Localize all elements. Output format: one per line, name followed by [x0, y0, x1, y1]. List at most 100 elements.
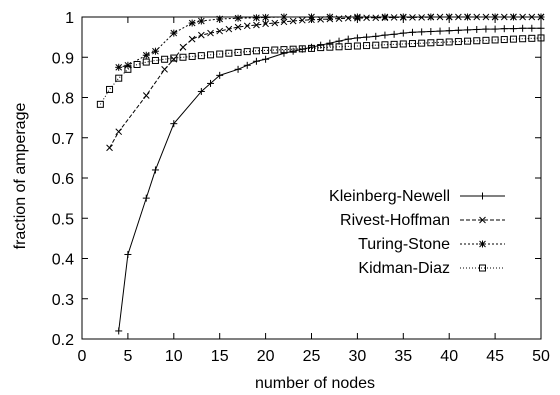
data-point-plus	[262, 55, 270, 63]
data-point-star	[479, 240, 486, 248]
data-point-cross	[188, 35, 196, 43]
data-point-box	[537, 34, 545, 42]
data-point-box	[115, 74, 123, 82]
data-point-cross	[216, 27, 224, 35]
data-point-cross	[280, 18, 288, 26]
y-tick-label: 0.5	[52, 211, 74, 228]
data-point-plus	[115, 327, 123, 335]
data-point-box	[317, 44, 325, 52]
data-point-cross	[363, 14, 370, 22]
x-tick-label: 25	[303, 348, 321, 365]
data-point-cross	[344, 14, 352, 22]
series-line	[109, 16, 541, 149]
data-point-plus	[289, 47, 297, 55]
series-line	[118, 16, 541, 68]
data-point-star	[537, 13, 545, 21]
data-point-box	[170, 54, 178, 62]
data-point-plus	[170, 120, 178, 128]
data-point-star	[399, 13, 407, 21]
x-axis-label: number of nodes	[255, 375, 375, 392]
data-point-box	[479, 264, 486, 272]
data-point-box	[344, 42, 352, 50]
data-point-star	[197, 17, 205, 25]
data-point-plus	[280, 49, 288, 57]
data-point-box	[408, 40, 416, 48]
data-point-cross	[161, 65, 168, 73]
data-point-star	[280, 13, 288, 21]
data-point-plus	[252, 57, 260, 65]
data-point-box	[308, 44, 315, 52]
legend-label: Kidman-Diaz	[358, 260, 450, 277]
data-point-box	[418, 39, 426, 47]
data-point-star	[115, 63, 123, 71]
data-point-plus	[528, 24, 536, 32]
data-point-star	[445, 13, 453, 21]
data-point-plus	[537, 24, 545, 32]
data-point-box	[390, 40, 398, 48]
data-point-plus	[243, 61, 251, 69]
data-point-box	[151, 56, 159, 64]
data-point-plus	[491, 25, 499, 33]
series-layer	[96, 13, 545, 335]
data-point-star	[308, 13, 315, 21]
legend-label: Rivest-Hoffman	[340, 212, 450, 229]
data-point-cross	[298, 16, 306, 24]
data-point-star	[491, 13, 499, 21]
data-point-cross	[436, 13, 444, 21]
data-point-plus	[427, 27, 435, 35]
data-point-plus	[372, 32, 380, 40]
data-point-plus	[390, 30, 398, 38]
data-point-plus	[151, 166, 159, 174]
data-point-cross	[198, 31, 205, 39]
x-tick-label: 10	[165, 348, 183, 365]
data-point-plus	[473, 25, 481, 33]
y-axis-label: fraction of amperage	[12, 103, 29, 250]
y-tick-label: 0.6	[52, 171, 74, 188]
data-point-box	[289, 45, 297, 53]
axis-ticks: 0 5 10 15 20 25 30 35 40 45 50 0.2 0.3 0.4 0.5 0.6 0.7 0.…	[52, 10, 550, 365]
plot-border	[81, 16, 542, 340]
data-point-box	[381, 41, 389, 49]
data-point-cross	[106, 144, 113, 152]
data-point-box	[482, 36, 490, 44]
series-kleinberg-newell	[115, 24, 545, 335]
data-point-plus	[482, 25, 490, 33]
x-tick-label: 50	[532, 348, 550, 365]
series-line	[118, 27, 541, 332]
data-point-box	[427, 39, 435, 47]
data-point-cross	[409, 14, 416, 21]
legend-label: Kleinberg-Newell	[329, 188, 450, 205]
data-point-plus	[326, 39, 334, 47]
series-turing-stone	[115, 13, 545, 71]
data-point-plus	[308, 43, 315, 51]
data-point-plus	[207, 79, 215, 87]
data-point-box	[142, 58, 150, 66]
data-point-cross	[500, 13, 508, 21]
data-point-box	[96, 100, 104, 108]
x-tick-label: 30	[349, 348, 367, 365]
data-point-box	[243, 48, 251, 56]
data-point-box	[271, 46, 279, 54]
data-point-box	[106, 85, 114, 93]
data-point-plus	[464, 26, 472, 34]
data-point-star	[464, 13, 472, 21]
data-point-star	[170, 29, 178, 37]
data-point-plus	[479, 192, 486, 200]
x-tick-label: 15	[211, 348, 229, 365]
data-point-cross	[289, 17, 297, 25]
x-tick-label: 5	[123, 348, 132, 365]
data-point-plus	[445, 27, 453, 35]
data-point-star	[142, 51, 150, 59]
data-point-box	[280, 46, 288, 54]
data-point-star	[427, 13, 435, 21]
data-point-plus	[399, 29, 407, 37]
data-point-box	[491, 36, 499, 44]
data-point-star	[381, 13, 389, 21]
data-point-box	[335, 43, 343, 51]
data-point-cross	[243, 22, 251, 30]
y-tick-label: 0.7	[52, 131, 74, 148]
data-point-box	[161, 55, 169, 63]
data-point-box	[372, 41, 380, 49]
data-point-plus	[509, 25, 517, 33]
